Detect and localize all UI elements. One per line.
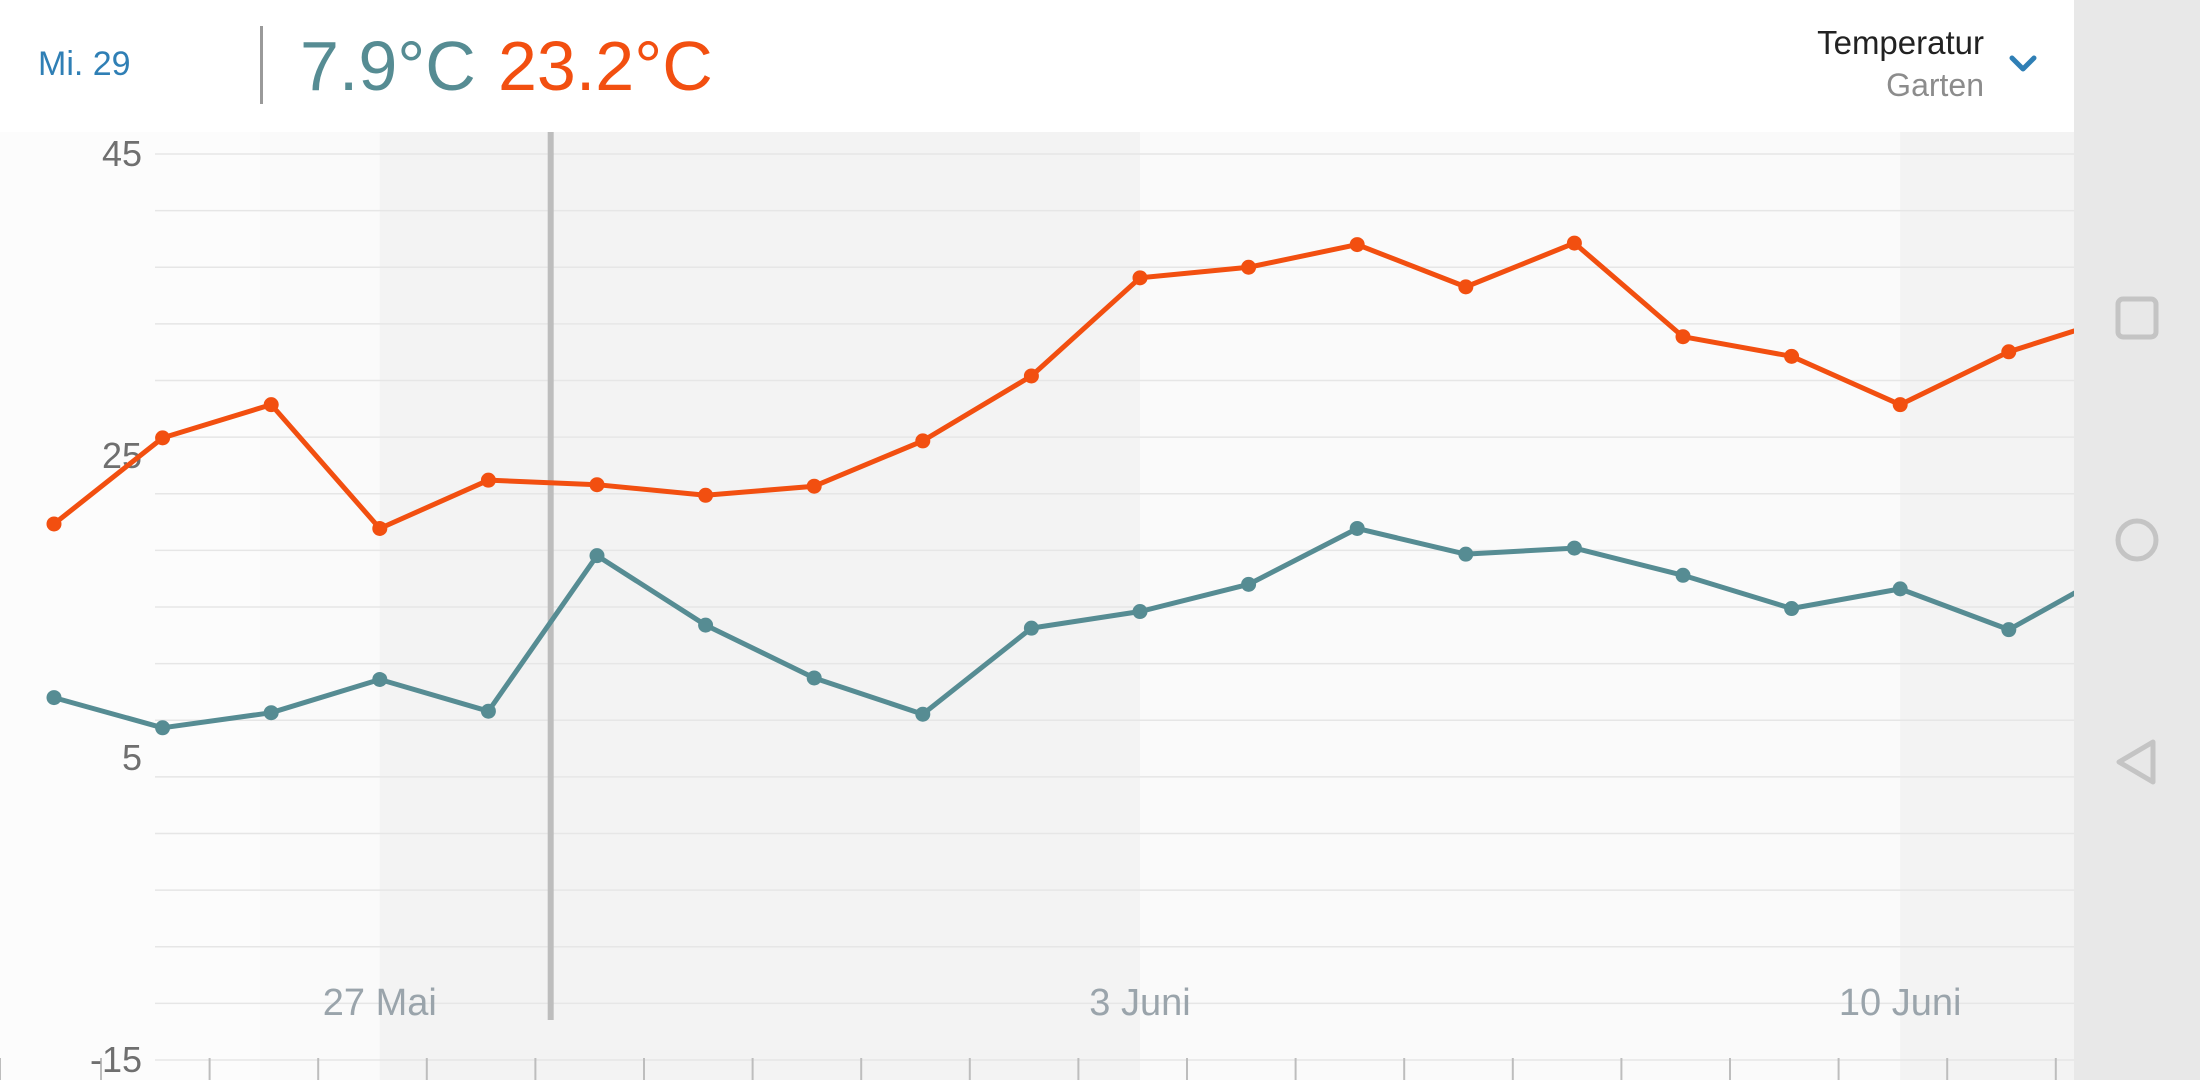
min-data-point [1458,546,1474,562]
home-icon[interactable] [2101,504,2173,576]
max-data-point [1132,270,1148,286]
week-shade-band [1900,132,2074,1080]
min-data-point [1349,520,1365,536]
x-tick-label: 27 Mai [323,982,437,1024]
max-data-point [480,472,496,488]
x-tick-label: 3 Juni [1089,982,1190,1024]
min-data-point [589,548,605,564]
min-data-point [263,705,279,721]
y-tick-label: -15 [90,1039,142,1080]
max-data-point [698,487,714,503]
max-temperature: 23.2°C [498,27,713,105]
min-data-point [1892,581,1908,597]
min-data-point [1023,620,1039,636]
max-data-point [589,477,605,493]
min-temperature-line [51,525,2074,731]
min-data-point [698,617,714,633]
min-data-point [1784,601,1800,617]
min-data-point [1241,576,1257,592]
sensor-title: Temperatur [1817,24,1984,61]
x-tick-label: 10 Juni [1839,982,1962,1024]
max-data-point [1458,279,1474,295]
max-data-point [155,430,171,446]
min-data-point [372,671,388,687]
max-data-point [1892,397,1908,413]
back-icon[interactable] [2101,726,2173,798]
max-data-point [2001,344,2017,360]
min-data-point [480,703,496,719]
y-tick-label: 5 [122,737,142,778]
y-tick-label: 45 [102,133,142,174]
edge-fade [0,132,260,1080]
min-data-point [1675,567,1691,583]
selected-date: Mi. 29 [38,45,131,83]
min-data-point [806,670,822,686]
max-data-point [46,516,62,532]
max-data-point [263,397,279,413]
system-navigation-bar [2074,0,2200,1080]
max-data-point [1241,259,1257,275]
header-divider [260,26,263,104]
max-data-point [1023,368,1039,384]
recent-apps-icon[interactable] [2101,282,2173,354]
min-data-point [915,706,931,722]
app-window: Mi. 29 7.9°C 23.2°C Temperatur Garten 45… [0,0,2074,1080]
min-temperature: 7.9°C [300,27,476,105]
min-data-point [155,720,171,736]
min-data-point [1566,540,1582,556]
summary-header: Mi. 29 7.9°C 23.2°C Temperatur Garten [0,0,2074,132]
max-data-point [1566,235,1582,251]
max-data-point [1784,348,1800,364]
max-data-point [1675,329,1691,345]
max-data-point [806,478,822,494]
max-data-point [915,433,931,449]
min-data-point [1132,604,1148,620]
min-data-point [2001,622,2017,638]
max-temperature-line [51,240,2074,531]
max-data-point [1349,237,1365,253]
sensor-selector[interactable]: Temperatur Garten [1817,22,1984,106]
sensor-location: Garten [1886,67,1984,103]
chevron-down-icon[interactable] [2006,50,2040,78]
max-data-point [372,520,388,536]
min-data-point [46,690,62,706]
week-shade-band [379,132,1140,1080]
